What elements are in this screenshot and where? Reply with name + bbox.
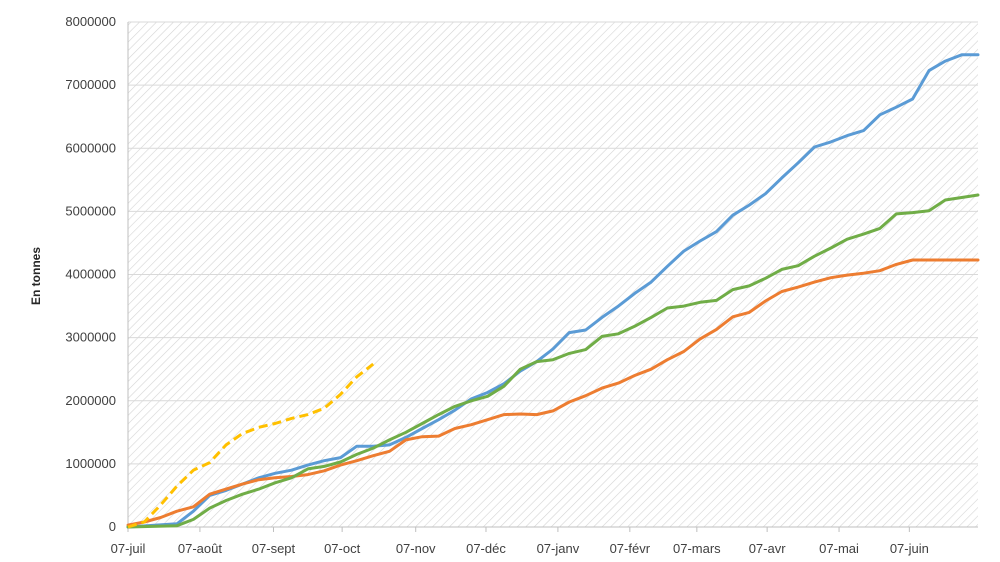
y-tick-label: 8000000 — [65, 14, 116, 29]
x-tick-label: 07-févr — [610, 541, 651, 556]
x-tick-labels: 07-juil 07-août 07-sept 07-oct 07-nov 07-déc 0… — [111, 541, 929, 556]
x-tick-label: 07-nov — [396, 541, 436, 556]
y-tick-label: 6000000 — [65, 140, 116, 155]
x-tick-label: 07-oct — [324, 541, 361, 556]
x-tick-label: 07-juin — [890, 541, 929, 556]
y-tick-label: 7000000 — [65, 77, 116, 92]
x-tick-label: 07-juil — [111, 541, 146, 556]
x-tick-label: 07-avr — [749, 541, 787, 556]
y-axis-title: En tonnes — [29, 247, 43, 305]
y-tick-label: 1000000 — [65, 456, 116, 471]
y-tick-labels: 0 1000000 2000000 3000000 4000000 5000000 6000… — [65, 14, 116, 534]
y-tick-label: 4000000 — [65, 267, 116, 282]
x-tick-label: 07-déc — [466, 541, 506, 556]
series-line-3 — [126, 193, 980, 529]
series-line-2 — [126, 258, 980, 527]
y-tick-label: 5000000 — [65, 203, 116, 218]
x-tick-label: 07-août — [178, 541, 222, 556]
series-line-1 — [126, 53, 980, 529]
x-tick-label: 07-sept — [252, 541, 296, 556]
series-line-4 — [127, 362, 375, 529]
y-tick-label: 0 — [109, 519, 116, 534]
axes — [127, 22, 978, 532]
y-tick-label: 3000000 — [65, 330, 116, 345]
x-tick-label: 07-mars — [673, 541, 721, 556]
y-tick-label: 2000000 — [65, 393, 116, 408]
series-layer — [126, 53, 980, 529]
x-tick-label: 07-mai — [819, 541, 859, 556]
x-tick-label: 07-janv — [537, 541, 580, 556]
